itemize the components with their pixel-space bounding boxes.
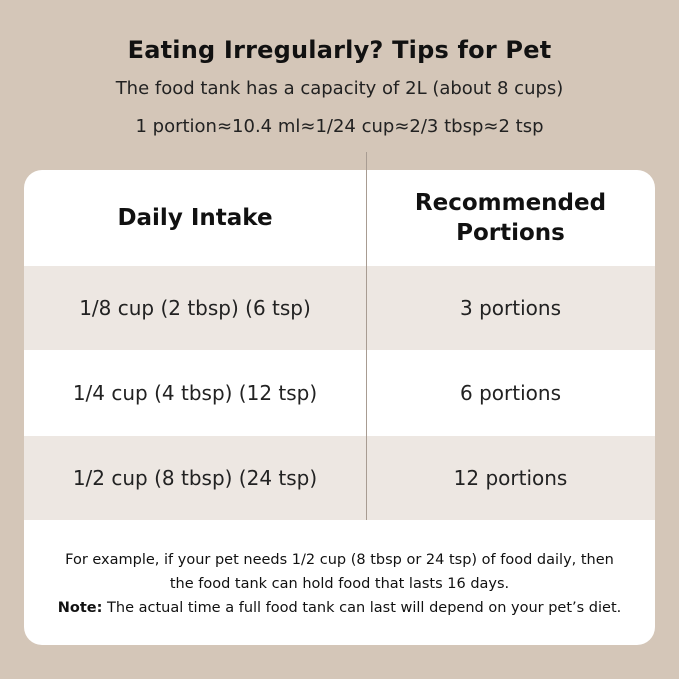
- note-line: Note: The actual time a full food tank c…: [24, 596, 655, 620]
- portions-cell: 6 portions: [460, 381, 561, 405]
- intake-cell: 1/2 cup (8 tbsp) (24 tsp): [72, 466, 318, 490]
- header-recommended-portions: Recommended Portions: [414, 190, 607, 246]
- subtitle-portion: 1 portion≈10.4 ml≈1/24 cup≈2/3 tbsp≈2 ts…: [135, 116, 544, 137]
- intake-cell: 1/8 cup (2 tbsp) (6 tsp): [79, 296, 311, 320]
- table-row: 1/2 cup (8 tbsp) (24 tsp) 12 portions: [24, 436, 655, 520]
- header-daily-intake: Daily Intake: [117, 205, 273, 231]
- footer-note: For example, if your pet needs 1/2 cup (…: [24, 548, 655, 620]
- table-row: 1/8 cup (2 tbsp) (6 tsp) 3 portions: [24, 266, 655, 350]
- portions-cell: 12 portions: [453, 466, 568, 490]
- portion-table-card: Daily Intake Recommended Portions 1/8 cu…: [24, 170, 655, 645]
- page-title: Eating Irregularly? Tips for Pet: [127, 36, 552, 64]
- intake-cell: 1/4 cup (4 tbsp) (12 tsp): [72, 381, 318, 405]
- portions-cell: 3 portions: [460, 296, 561, 320]
- table-header: Daily Intake Recommended Portions: [24, 170, 655, 266]
- example-line-2: the food tank can hold food that lasts 1…: [169, 576, 510, 592]
- subtitle-capacity: The food tank has a capacity of 2L (abou…: [115, 78, 564, 99]
- note-text: The actual time a full food tank can las…: [102, 600, 622, 616]
- example-line-1: For example, if your pet needs 1/2 cup (…: [65, 552, 614, 568]
- column-divider: [366, 152, 367, 520]
- note-label: Note:: [57, 600, 103, 616]
- table-row: 1/4 cup (4 tbsp) (12 tsp) 6 portions: [24, 350, 655, 436]
